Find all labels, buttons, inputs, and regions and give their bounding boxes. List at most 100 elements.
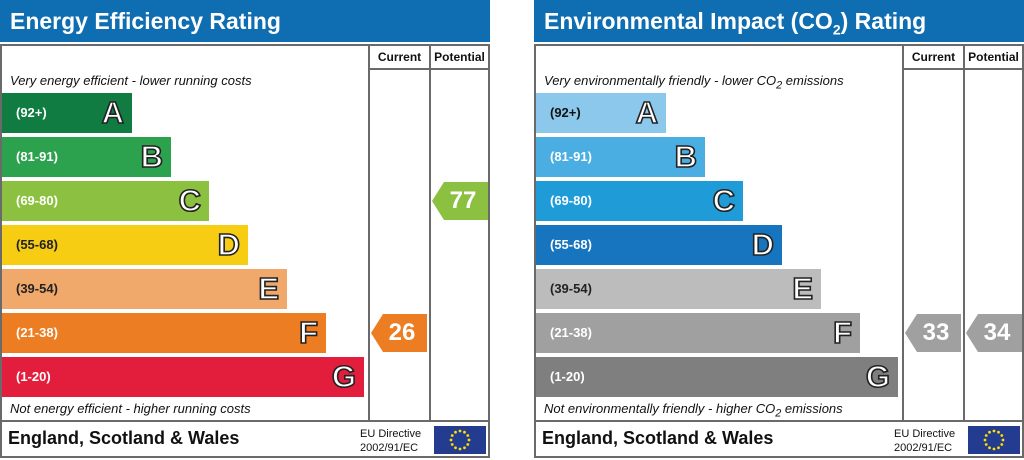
potential-column-header: Potential bbox=[968, 50, 1019, 64]
marker-value: 33 bbox=[922, 319, 950, 346]
footer-divider bbox=[534, 420, 1024, 422]
band-letter: G bbox=[865, 358, 891, 395]
eu-star bbox=[450, 443, 454, 446]
rating-band-e: (39-54) E bbox=[2, 269, 287, 309]
band-letter: D bbox=[751, 226, 775, 263]
band-range: (55-68) bbox=[16, 237, 58, 252]
chart-frame bbox=[0, 44, 490, 458]
region-label: England, Scotland & Wales bbox=[542, 428, 774, 448]
eu-star bbox=[449, 438, 453, 442]
eu-directive-label: EU Directive 2002/91/EC bbox=[894, 428, 956, 454]
eu-star bbox=[463, 430, 466, 434]
band-letter: F bbox=[832, 314, 853, 351]
band-letter: E bbox=[258, 270, 280, 307]
band-letter: B bbox=[140, 138, 164, 175]
eu-star bbox=[992, 429, 996, 433]
bottom-note: Not environmentally friendly - higher CO… bbox=[544, 401, 843, 420]
potential-rating-marker: 77 bbox=[432, 182, 488, 220]
eu-star bbox=[466, 443, 470, 446]
eu-star bbox=[997, 430, 1000, 434]
band-range: (81-91) bbox=[16, 149, 58, 164]
band-range: (92+) bbox=[550, 105, 581, 120]
rating-band-a: (92+) A bbox=[536, 93, 666, 133]
eu-star bbox=[458, 447, 462, 451]
energy-efficiency-panel: Energy Efficiency Rating Current Potenti… bbox=[0, 0, 490, 460]
column-divider bbox=[429, 44, 431, 420]
column-divider bbox=[902, 44, 904, 420]
band-letter: E bbox=[792, 270, 814, 307]
top-note: Very energy efficient - lower running co… bbox=[10, 73, 252, 88]
header-divider bbox=[902, 68, 1024, 70]
eu-star bbox=[463, 446, 466, 450]
band-letter: D bbox=[217, 226, 241, 263]
chart-frame bbox=[534, 44, 1024, 458]
eu-flag-icon bbox=[434, 426, 486, 454]
current-rating-marker: 33 bbox=[905, 314, 961, 352]
eu-star bbox=[454, 430, 457, 434]
eu-star bbox=[983, 438, 987, 442]
marker-value: 34 bbox=[983, 319, 1011, 346]
rating-band-b: (81-91) B bbox=[536, 137, 705, 177]
band-letter: A bbox=[101, 94, 125, 131]
band-range: (92+) bbox=[16, 105, 47, 120]
band-range: (69-80) bbox=[16, 193, 58, 208]
rating-band-g: (1-20) G bbox=[536, 357, 898, 397]
region-label: England, Scotland & Wales bbox=[8, 428, 240, 448]
rating-band-a: (92+) A bbox=[2, 93, 132, 133]
eu-star bbox=[984, 443, 988, 446]
marker-value: 26 bbox=[388, 319, 416, 346]
footer-divider bbox=[0, 420, 490, 422]
eu-star bbox=[988, 430, 991, 434]
top-note: Very environmentally friendly - lower CO… bbox=[544, 73, 844, 92]
marker-arrow-shape bbox=[905, 314, 961, 352]
band-letter: F bbox=[298, 314, 319, 351]
band-letter: C bbox=[712, 182, 736, 219]
marker-arrow-shape bbox=[432, 182, 488, 220]
panel-title: Environmental Impact (CO2) Rating bbox=[534, 0, 1024, 42]
current-column-header: Current bbox=[911, 50, 956, 64]
marker-arrow-shape bbox=[371, 314, 427, 352]
eu-flag-icon bbox=[968, 426, 1020, 454]
header-divider bbox=[368, 68, 490, 70]
rating-band-e: (39-54) E bbox=[536, 269, 821, 309]
eu-star bbox=[988, 446, 991, 450]
band-range: (1-20) bbox=[16, 369, 51, 384]
rating-band-d: (55-68) D bbox=[2, 225, 248, 265]
panel-title: Energy Efficiency Rating bbox=[0, 0, 490, 42]
potential-rating-marker: 34 bbox=[966, 314, 1022, 352]
eu-star bbox=[467, 438, 471, 442]
band-range: (55-68) bbox=[550, 237, 592, 252]
band-range: (39-54) bbox=[550, 281, 592, 296]
bottom-note: Not energy efficient - higher running co… bbox=[10, 401, 251, 416]
band-letter: B bbox=[674, 138, 698, 175]
eu-star bbox=[450, 434, 454, 437]
band-range: (69-80) bbox=[550, 193, 592, 208]
band-letter: C bbox=[178, 182, 202, 219]
eu-star bbox=[466, 434, 470, 437]
rating-band-f: (21-38) F bbox=[2, 313, 326, 353]
eu-directive-label: EU Directive 2002/91/EC bbox=[360, 428, 422, 454]
eu-stars-icon bbox=[983, 429, 1005, 451]
rating-band-c: (69-80) C bbox=[2, 181, 209, 221]
current-column-header: Current bbox=[377, 50, 422, 64]
band-range: (21-38) bbox=[550, 325, 592, 340]
rating-band-c: (69-80) C bbox=[536, 181, 743, 221]
eu-star bbox=[1001, 438, 1005, 442]
potential-column-header: Potential bbox=[434, 50, 485, 64]
band-range: (21-38) bbox=[16, 325, 58, 340]
rating-band-d: (55-68) D bbox=[536, 225, 782, 265]
rating-band-b: (81-91) B bbox=[2, 137, 171, 177]
eu-stars-icon bbox=[449, 429, 471, 451]
eu-star bbox=[1000, 434, 1004, 437]
eu-star bbox=[984, 434, 988, 437]
band-letter: A bbox=[635, 94, 659, 131]
marker-value: 77 bbox=[449, 187, 477, 214]
band-range: (39-54) bbox=[16, 281, 58, 296]
rating-band-g: (1-20) G bbox=[2, 357, 364, 397]
eu-star bbox=[997, 446, 1000, 450]
band-letter: G bbox=[331, 358, 357, 395]
eu-star bbox=[454, 446, 457, 450]
eu-star bbox=[458, 429, 462, 433]
current-rating-marker: 26 bbox=[371, 314, 427, 352]
environmental-impact-panel: Environmental Impact (CO2) Rating Curren… bbox=[534, 0, 1024, 460]
